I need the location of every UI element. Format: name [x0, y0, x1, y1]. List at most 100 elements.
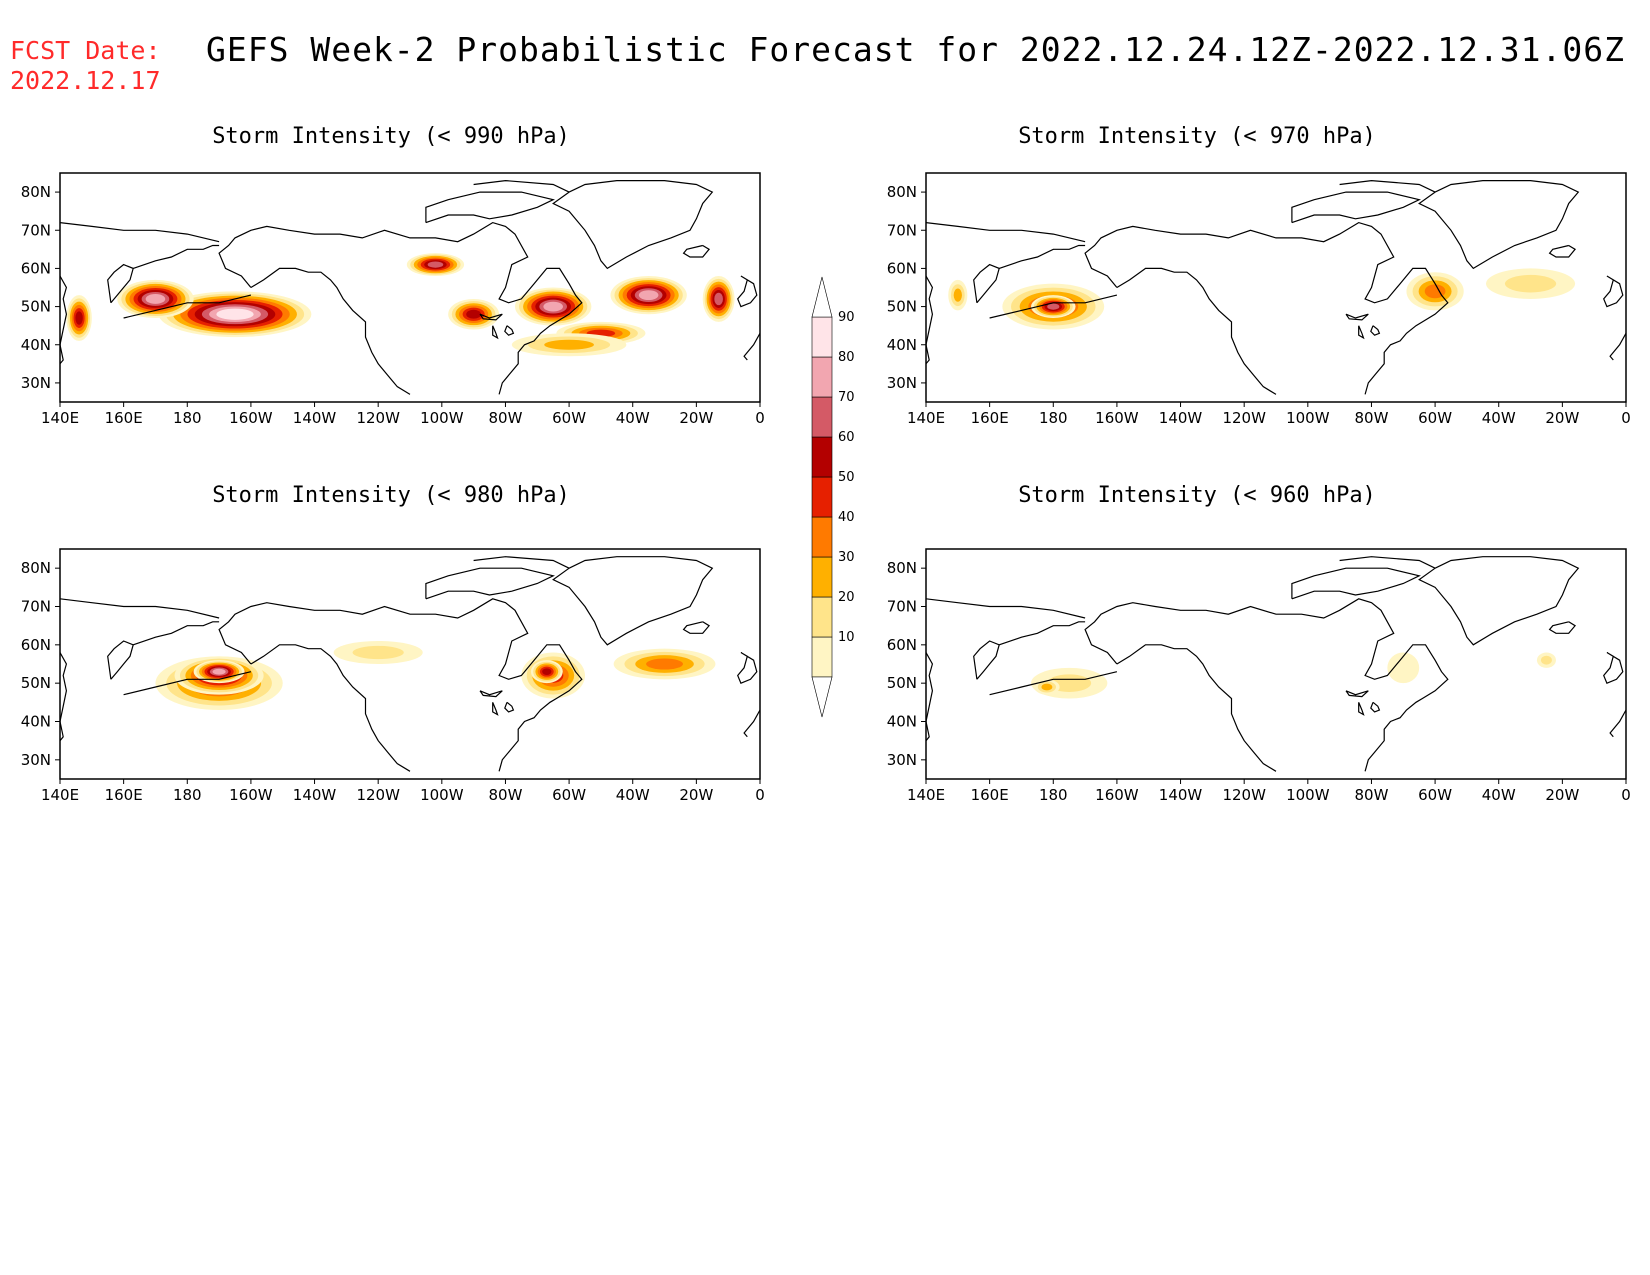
colorbar-label-8: 90 [838, 310, 855, 325]
prob-contour-p960-3-1 [1540, 655, 1552, 665]
coastline-p970-13 [1345, 313, 1369, 321]
lon-label-p980-10: 20W [679, 786, 713, 804]
colorbar-label-4: 50 [838, 470, 855, 485]
lat-label-p960-4: 40N [887, 713, 917, 731]
colorbar-swatch-8 [811, 316, 833, 358]
lon-label-p990-8: 60W [552, 409, 586, 427]
prob-contour-p990-0-8 [216, 308, 254, 320]
coastline-p960-2 [1418, 556, 1580, 646]
lat-label-p970-1: 70N [887, 221, 917, 239]
lon-label-p970-8: 60W [1418, 409, 1452, 427]
lon-label-p980-6: 100W [420, 786, 464, 804]
lat-label-p990-0: 80N [21, 183, 51, 201]
lon-label-p990-3: 160W [229, 409, 273, 427]
coastline-p980-5 [743, 709, 760, 738]
coastline-p990-0 [218, 221, 583, 395]
lon-label-p960-10: 20W [1545, 786, 1579, 804]
lat-label-p960-2: 60N [887, 636, 917, 654]
lat-label-p980-3: 50N [21, 674, 51, 692]
colorbar-swatch-1 [811, 596, 833, 638]
coastline-p970-12 [989, 294, 1118, 319]
coastline-p970-10 [1291, 191, 1421, 224]
coastline-p990-3 [682, 244, 711, 258]
colorbar-swatch-7 [811, 356, 833, 398]
map-frame-p980 [59, 548, 761, 780]
lon-label-p960-3: 160W [1095, 786, 1139, 804]
coastline-p980-13 [479, 690, 503, 698]
colorbar-swatch-4 [811, 476, 833, 518]
lon-label-p970-4: 140W [1159, 409, 1203, 427]
prob-contour-p990-8-2 [544, 339, 594, 350]
coastline-p990-11 [473, 179, 570, 193]
lon-label-p990-7: 80W [488, 409, 522, 427]
coastline-p970-4 [1603, 275, 1624, 308]
lon-label-p970-6: 100W [1286, 409, 1330, 427]
coastline-p980-14 [492, 702, 499, 716]
coastline-p970-14 [1358, 325, 1365, 340]
prob-contour-p990-3-7 [638, 290, 659, 301]
map-panel-p980: 80N 70N 60N 50N 40N 30N 140E 160E 180 160W 140W 120… [21, 548, 765, 804]
coastline-p970-0 [1084, 221, 1449, 395]
coastline-p960-3 [1548, 621, 1577, 634]
prob-contour-p990-6-5 [466, 309, 482, 319]
lon-label-p970-7: 80W [1354, 409, 1388, 427]
coastline-p970-5 [1609, 333, 1626, 361]
prob-contour-p970-1-6 [1047, 303, 1060, 310]
lon-label-p970-3: 160W [1095, 409, 1139, 427]
coastline-p960-0 [1084, 598, 1449, 772]
colorbar-top-arrow [811, 276, 833, 318]
lon-label-p990-2: 180 [173, 409, 202, 427]
lon-label-p980-9: 40W [616, 786, 650, 804]
coastline-p990-9 [60, 222, 220, 243]
lon-label-p990-11: 0 [755, 409, 765, 427]
colorbar-swatch-6 [811, 396, 833, 438]
lat-label-p980-5: 30N [21, 751, 51, 769]
lon-label-p960-6: 100W [1286, 786, 1330, 804]
lon-label-p990-1: 160E [105, 409, 143, 427]
prob-contour-p980-2-7 [212, 668, 226, 675]
coastline-p980-12 [123, 671, 252, 696]
lon-label-p990-5: 120W [356, 409, 400, 427]
map-frame-p970 [925, 172, 1627, 403]
panel-title-990: Storm Intensity (< 990 hPa) [212, 124, 570, 149]
lon-label-p970-1: 160E [971, 409, 1009, 427]
lat-label-p990-1: 70N [21, 221, 51, 239]
map-frame-p960 [925, 548, 1627, 780]
coastline-p990-10 [425, 191, 555, 224]
coastline-p980-11 [473, 556, 570, 569]
lon-label-p960-9: 40W [1482, 786, 1516, 804]
coastline-p960-13 [1345, 690, 1369, 698]
coastline-p960-11 [1339, 556, 1436, 569]
coastline-p970-2 [1418, 180, 1580, 270]
coastline-p980-4 [737, 651, 758, 684]
prob-contour-p960-1-2 [1041, 683, 1053, 691]
coastline-p990-2 [552, 180, 714, 270]
lat-label-p960-1: 70N [887, 598, 917, 616]
lon-label-p970-5: 120W [1222, 409, 1266, 427]
lon-label-p980-11: 0 [755, 786, 765, 804]
coastline-p980-3 [682, 621, 711, 634]
lon-label-p960-0: 140E [907, 786, 945, 804]
lat-label-p960-0: 80N [887, 559, 917, 577]
prob-contour-p990-2-7 [543, 301, 563, 312]
coastline-p990-5 [743, 333, 760, 361]
prob-contour-p980-6-1 [352, 645, 404, 660]
coastline-p980-1 [250, 644, 411, 772]
coastline-p960-8 [999, 621, 1086, 646]
colorbar-label-6: 70 [838, 390, 855, 405]
lon-label-p990-9: 40W [616, 409, 650, 427]
lon-label-p970-0: 140E [907, 409, 945, 427]
lat-label-p990-4: 40N [21, 336, 51, 354]
coastline-p970-11 [1339, 179, 1436, 193]
page-title: GEFS Week-2 Probabilistic Forecast for 2… [206, 30, 1626, 69]
coastline-p960-12 [989, 671, 1118, 696]
colorbar-bottom-arrow [811, 676, 833, 718]
panel-title-970: Storm Intensity (< 970 hPa) [1018, 124, 1376, 149]
lon-label-p970-10: 20W [1545, 409, 1579, 427]
panel-title-960: Storm Intensity (< 960 hPa) [1018, 483, 1376, 508]
lon-label-p980-0: 140E [41, 786, 79, 804]
prob-contour-p970-3-1 [1504, 274, 1557, 293]
lat-label-p990-5: 30N [21, 374, 51, 392]
fcst-date-value: 2022.12.17 [10, 66, 161, 95]
